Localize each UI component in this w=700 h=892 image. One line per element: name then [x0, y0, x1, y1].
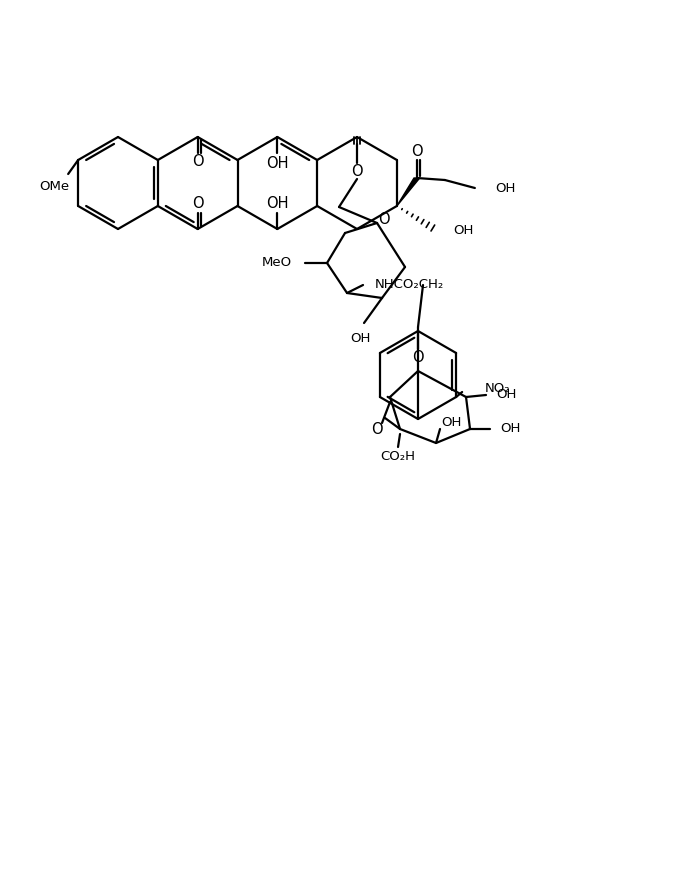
Text: OH: OH — [500, 423, 520, 435]
Text: O: O — [371, 422, 383, 436]
Text: O: O — [412, 350, 423, 365]
Text: OH: OH — [350, 332, 370, 344]
Text: O: O — [411, 144, 423, 159]
Text: CO₂H: CO₂H — [381, 450, 416, 464]
Text: OH: OH — [453, 225, 473, 237]
Text: NHCO₂CH₂: NHCO₂CH₂ — [374, 278, 444, 292]
Text: OH: OH — [441, 417, 461, 430]
Polygon shape — [397, 178, 420, 206]
Text: OH: OH — [496, 389, 517, 401]
Text: MeO: MeO — [262, 257, 292, 269]
Text: OMe: OMe — [39, 179, 69, 193]
Text: O: O — [378, 212, 390, 227]
Text: OH: OH — [495, 181, 515, 194]
Text: O: O — [351, 163, 363, 178]
Text: OH: OH — [266, 155, 288, 170]
Text: O: O — [192, 196, 204, 211]
Text: O: O — [192, 154, 204, 169]
Text: OH: OH — [266, 195, 288, 211]
Text: NO₂: NO₂ — [485, 383, 511, 395]
